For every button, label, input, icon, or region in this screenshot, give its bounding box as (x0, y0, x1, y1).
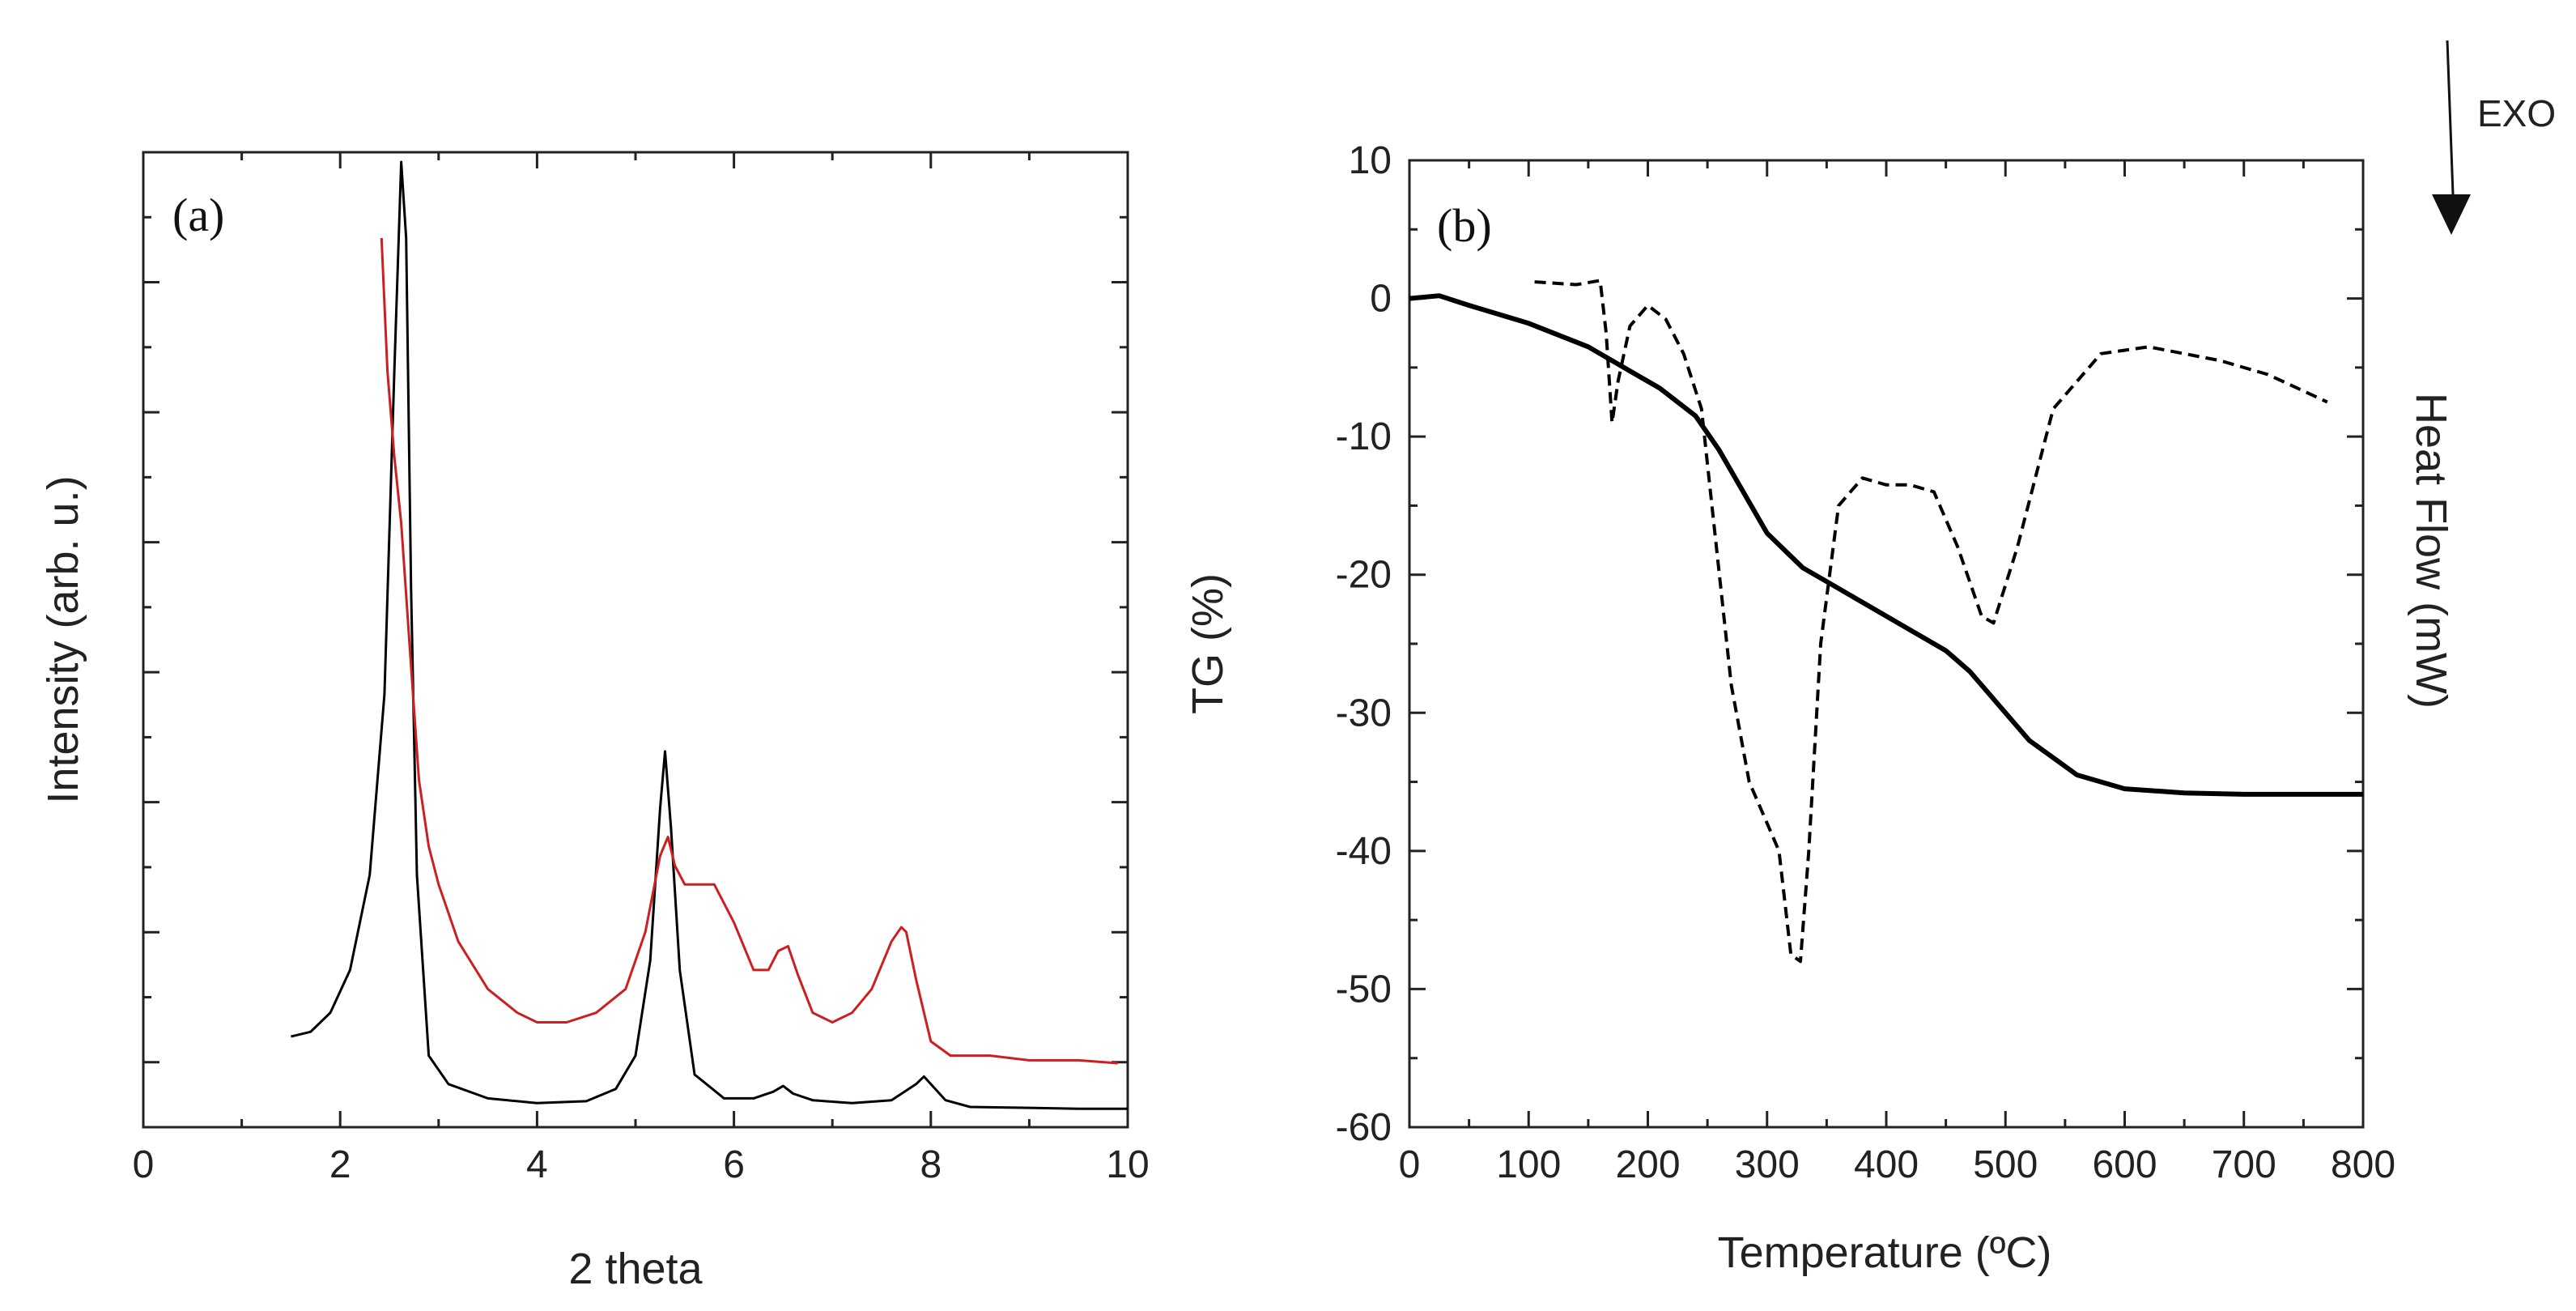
panel-a-frame (142, 151, 1129, 1129)
panel-b-x-tick-label: 500 (1973, 1143, 2038, 1186)
panel-a-y-axis-label: Intensity (arb. u.) (39, 475, 87, 803)
panel-b-y-tick-label: -30 (1336, 692, 1392, 734)
panel-a-x-tick-label: 10 (1106, 1143, 1149, 1186)
panel-b-x-tick-label: 400 (1854, 1143, 1919, 1186)
panel-b-x-tick-label: 300 (1735, 1143, 1800, 1186)
panel-b-x-tick-label: 800 (2331, 1143, 2395, 1186)
panel-b-series (1409, 279, 2363, 964)
panel-b-y-tick-label: -50 (1336, 968, 1392, 1011)
panel-b-y-tick-label: -20 (1336, 554, 1392, 597)
panel-b-x-tick-label: 200 (1615, 1143, 1680, 1186)
panel-b-ticks (1408, 159, 2365, 1129)
panel-b-y-axis-label: TG (%) (1184, 573, 1232, 714)
panel-b-frame (1408, 159, 2365, 1129)
panel-b-y-tick-label: 0 (1370, 278, 1392, 321)
panel-b-tick-labels: 0 100 200 300 400 500 600 700 800100-10-20-30-40… (1336, 139, 2395, 1186)
panel-a-series (291, 160, 1128, 1110)
panel-b-y-tick-label: -10 (1336, 415, 1392, 458)
exo-arrow-head (2432, 194, 2471, 235)
panel-b-y-tick-label: 10 (1349, 139, 1392, 182)
panel-a: 0 2 4 6 8 10 (a) 2 theta Intensity (arb. u.) (39, 151, 1150, 1293)
panel-b-series-heat-flow (1534, 279, 2328, 964)
exo-label: EXO (2477, 92, 2556, 134)
panel-b-y2-axis-label: Heat Flow (mW) (2407, 393, 2455, 709)
panel-b-label: (b) (1437, 199, 1492, 252)
panel-a-ticks (142, 152, 1129, 1127)
panel-b-x-axis-label: Temperature (ºC) (1718, 1228, 2052, 1277)
panel-a-x-axis-label: 2 theta (568, 1245, 703, 1293)
panel-a-tick-labels: 0 2 4 6 8 10 (133, 1143, 1150, 1186)
panel-b-x-tick-label: 0 (1399, 1143, 1421, 1186)
panel-a-x-tick-label: 0 (133, 1143, 155, 1186)
panel-b: 0 100 200 300 400 500 600 700 800100-10-20-30-40… (1184, 40, 2556, 1277)
panel-b-y-tick-label: -60 (1336, 1106, 1392, 1149)
panel-a-series-black (291, 160, 1128, 1110)
panel-b-x-tick-label: 700 (2212, 1143, 2276, 1186)
panel-b-x-tick-label: 600 (2092, 1143, 2157, 1186)
exo-indicator: EXO (2432, 40, 2556, 235)
panel-a-x-tick-label: 8 (920, 1143, 942, 1186)
panel-a-series-red (380, 237, 1118, 1065)
panel-b-y-tick-label: -40 (1336, 830, 1392, 873)
exo-arrow-line (2446, 40, 2455, 195)
panel-a-x-tick-label: 4 (526, 1143, 548, 1186)
panel-a-label: (a) (172, 189, 224, 241)
panel-b-x-tick-label: 100 (1496, 1143, 1561, 1186)
panel-b-series-tg (1409, 293, 2363, 797)
panel-a-x-tick-label: 6 (723, 1143, 745, 1186)
panel-a-x-tick-label: 2 (329, 1143, 351, 1186)
